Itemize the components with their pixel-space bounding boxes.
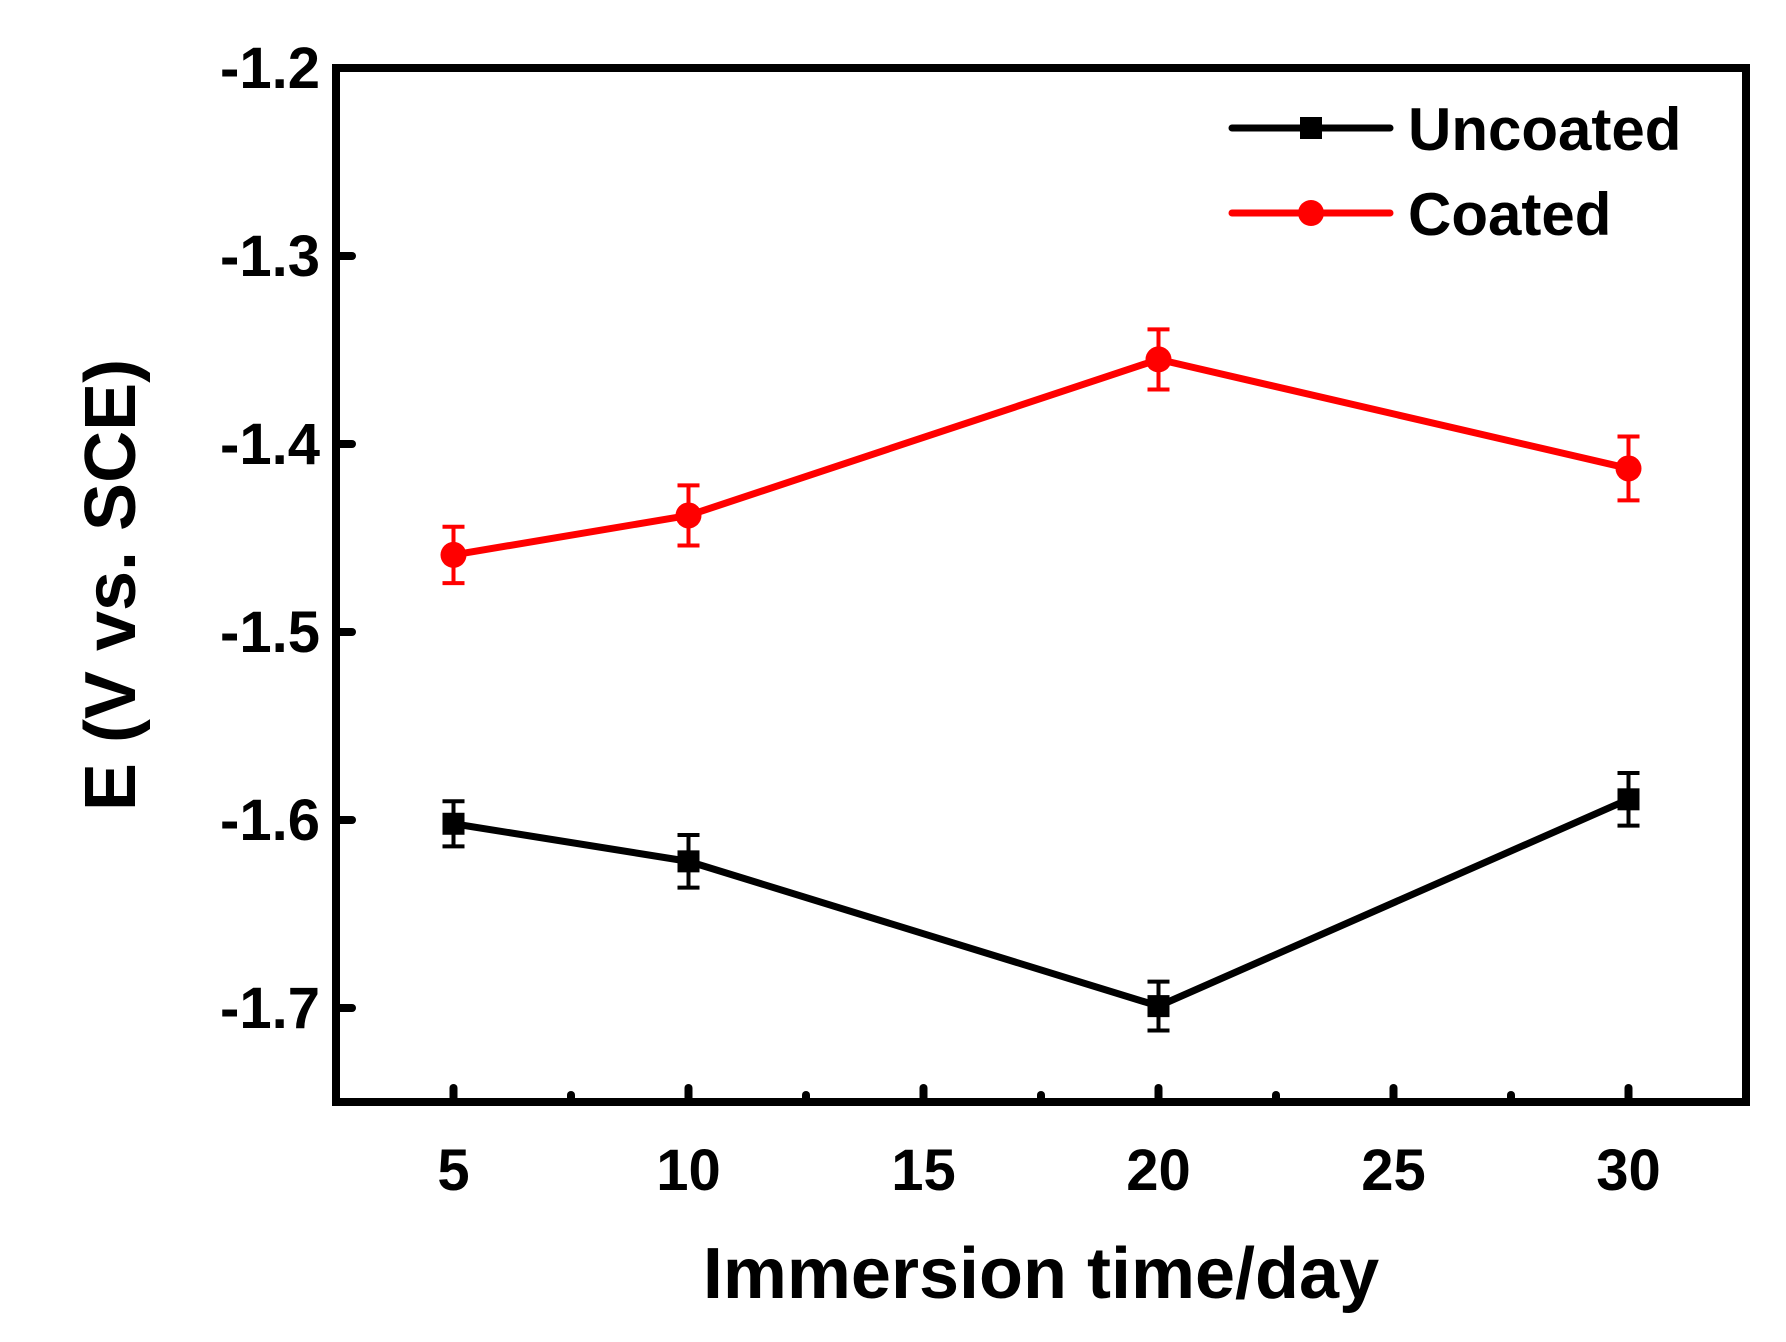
- legend-uncoated-marker: [1300, 117, 1322, 139]
- x-tick-label: 10: [656, 1138, 721, 1203]
- x-tick-label: 15: [891, 1138, 956, 1203]
- x-axis: 5 10 15 20 25 30: [437, 1084, 1661, 1203]
- coated-line: [452, 355, 1630, 559]
- uncoated-marker: [677, 850, 700, 873]
- uncoated-marker: [1617, 788, 1640, 811]
- y-axis-title: E (V vs. SCE): [71, 359, 151, 811]
- y-tick-label: -1.7: [220, 976, 320, 1041]
- uncoated-marker: [1147, 995, 1170, 1018]
- legend-uncoated-label: Uncoated: [1408, 96, 1681, 163]
- y-tick-label: -1.6: [220, 788, 320, 853]
- x-tick-label: 30: [1596, 1138, 1661, 1203]
- coated-marker: [1615, 455, 1642, 482]
- x-axis-title: Immersion time/day: [703, 1234, 1379, 1314]
- legend-coated-label: Coated: [1408, 181, 1611, 248]
- x-tick-label: 25: [1361, 1138, 1426, 1203]
- y-axis: -1.2 -1.3 -1.4 -1.5 -1.6 -1.7: [220, 36, 356, 1041]
- series-coated: [440, 327, 1642, 586]
- x-tick-label: 5: [437, 1138, 469, 1203]
- coated-marker: [1145, 346, 1172, 373]
- series-uncoated: [442, 771, 1640, 1033]
- y-tick-label: -1.3: [220, 224, 320, 289]
- x-tick-label: 20: [1126, 1138, 1191, 1203]
- y-tick-label: -1.5: [220, 600, 320, 665]
- coated-marker: [440, 541, 467, 568]
- legend: Uncoated Coated: [1228, 96, 1681, 248]
- uncoated-line: [452, 796, 1630, 1010]
- y-tick-label: -1.4: [220, 412, 320, 477]
- series-layer: [440, 327, 1642, 1033]
- y-tick-label: -1.2: [220, 36, 320, 101]
- uncoated-marker: [442, 812, 465, 835]
- coated-marker: [675, 502, 702, 529]
- legend-coated-marker: [1298, 200, 1324, 226]
